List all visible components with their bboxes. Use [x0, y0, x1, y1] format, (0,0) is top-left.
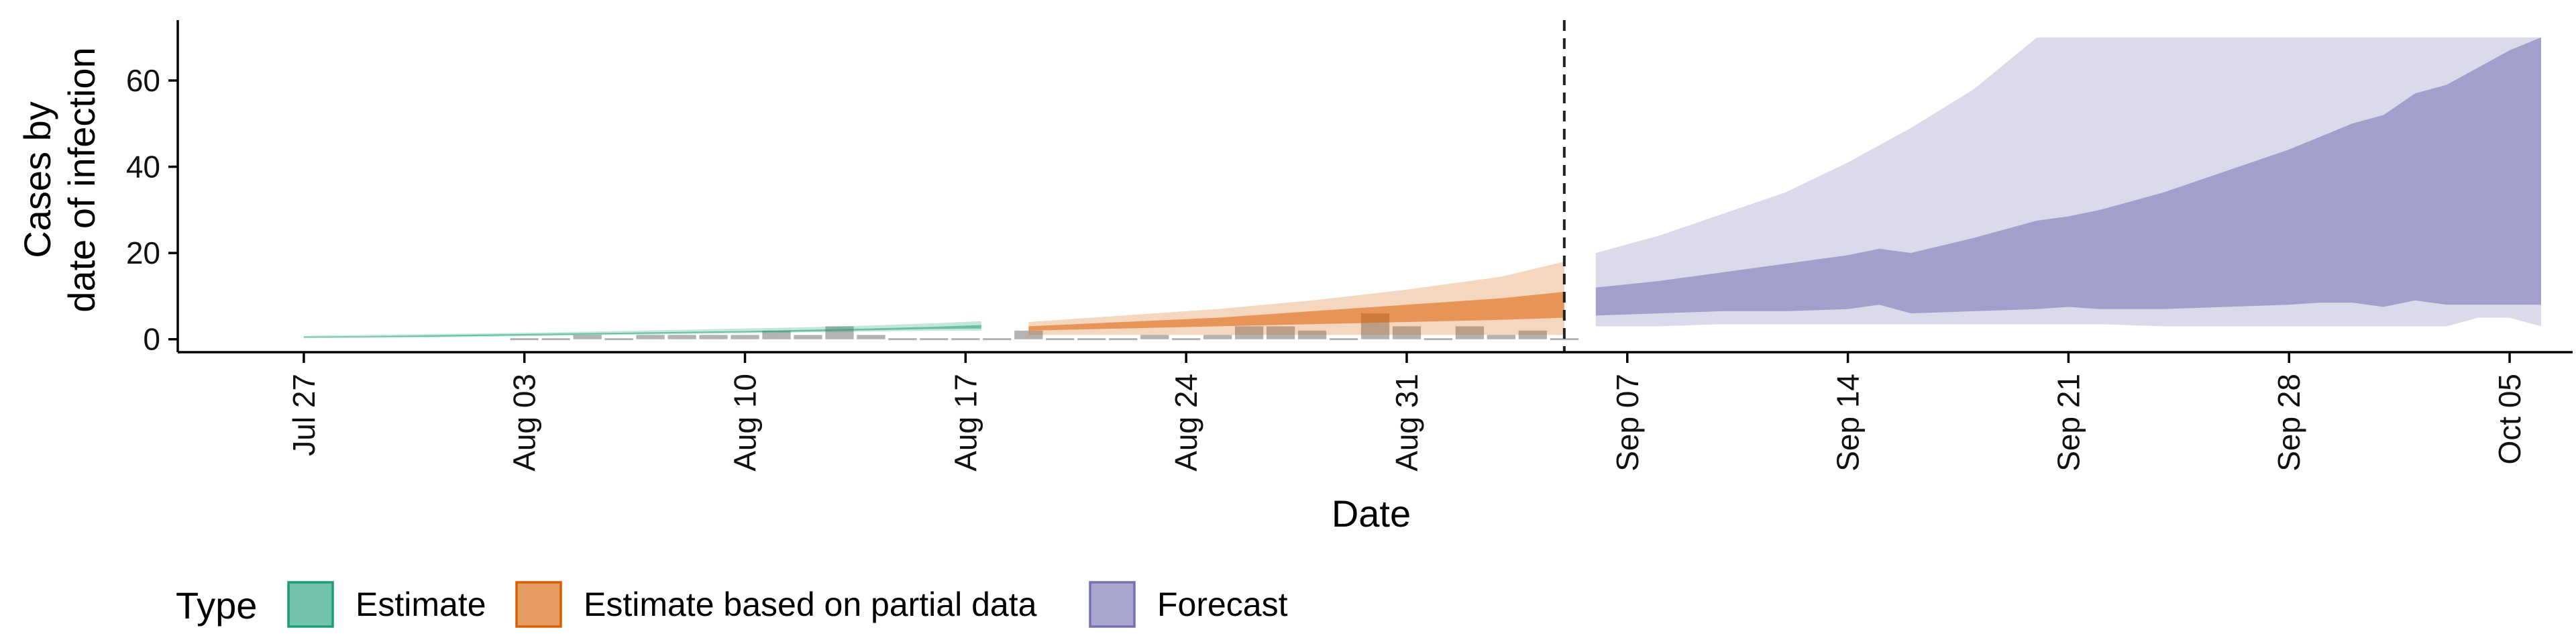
y-tick-label: 0 — [143, 322, 160, 357]
observed-bar — [1109, 338, 1138, 341]
y-tick-label: 40 — [126, 150, 160, 184]
x-tick-label: Aug 31 — [1389, 374, 1424, 472]
x-tick-label: Jul 27 — [286, 374, 321, 456]
observed-bar — [510, 338, 539, 341]
observed-bar — [604, 338, 633, 341]
observed-bar — [1550, 338, 1578, 341]
observed-bar — [1455, 326, 1485, 339]
legend-swatch — [287, 581, 334, 628]
observed-bar — [1077, 338, 1106, 341]
observed-bar — [983, 338, 1012, 341]
x-tick-label: Sep 28 — [2271, 374, 2306, 472]
legend-title: Type — [176, 584, 257, 627]
observed-bar — [1203, 335, 1232, 339]
observed-bar — [920, 338, 949, 341]
x-axis-title: Date — [1332, 492, 1411, 535]
observed-bar — [1297, 330, 1327, 339]
observed-bar — [1392, 326, 1421, 339]
observed-bar — [1046, 338, 1075, 341]
legend-swatch — [1089, 581, 1136, 628]
legend: Type Estimate Estimate based on partial d… — [176, 581, 1288, 628]
x-tick-label: Aug 10 — [728, 374, 763, 472]
x-axis-ticks: Jul 27 Aug 03 Aug 10 Aug 17 Aug 24 Aug 31 Sep … — [286, 352, 2527, 472]
y-tick-label: 60 — [126, 63, 160, 98]
legend-label: Forecast — [1157, 586, 1288, 623]
legend-label: Estimate — [356, 586, 486, 623]
observed-bar — [731, 335, 759, 339]
observed-bar — [1518, 330, 1548, 339]
x-tick-label: Oct 05 — [2492, 374, 2527, 465]
observed-bar — [951, 338, 980, 341]
observed-bar — [762, 330, 791, 339]
x-tick-label: Sep 14 — [1831, 374, 1866, 472]
estimate-outer-band — [303, 321, 981, 339]
observed-bar — [1234, 326, 1264, 339]
estimate-inner-band — [303, 325, 981, 338]
y-axis-title: Cases by date of infection — [16, 47, 103, 312]
x-tick-label: Sep 07 — [1610, 374, 1645, 472]
observed-bar — [699, 335, 728, 339]
forecast-inner-band — [1595, 37, 2542, 316]
observed-bar — [1487, 335, 1516, 339]
y-axis-title-line-1: Cases by — [16, 101, 58, 258]
observed-bar — [1329, 338, 1358, 341]
y-axis-ticks: 0 20 40 60 — [126, 63, 178, 357]
observed-bar — [888, 338, 917, 341]
observed-bar — [667, 335, 696, 339]
observed-bar — [1172, 338, 1201, 341]
estimate-based-on-partial-data-inner-band — [1028, 292, 1564, 331]
estimate-bands — [303, 37, 2542, 339]
plot-area — [176, 20, 2573, 354]
observed-bar — [1140, 335, 1169, 339]
x-tick-label: Aug 24 — [1169, 374, 1203, 472]
legend-swatch — [515, 581, 562, 628]
observed-bar — [1266, 326, 1295, 339]
observed-bar — [1424, 338, 1453, 341]
observed-bar — [1014, 330, 1043, 339]
y-tick-label: 20 — [126, 235, 160, 270]
x-tick-label: Sep 21 — [2051, 374, 2086, 472]
observed-bar — [857, 335, 885, 339]
observed-bar — [636, 335, 665, 339]
y-axis-title-line-2: date of infection — [60, 47, 103, 312]
observed-bar — [794, 335, 822, 339]
legend-label: Estimate based on partial data — [584, 586, 1037, 623]
observed-bar — [573, 335, 602, 339]
x-tick-label: Aug 17 — [948, 374, 983, 472]
observed-bar — [541, 338, 570, 341]
x-tick-label: Aug 03 — [507, 374, 542, 472]
